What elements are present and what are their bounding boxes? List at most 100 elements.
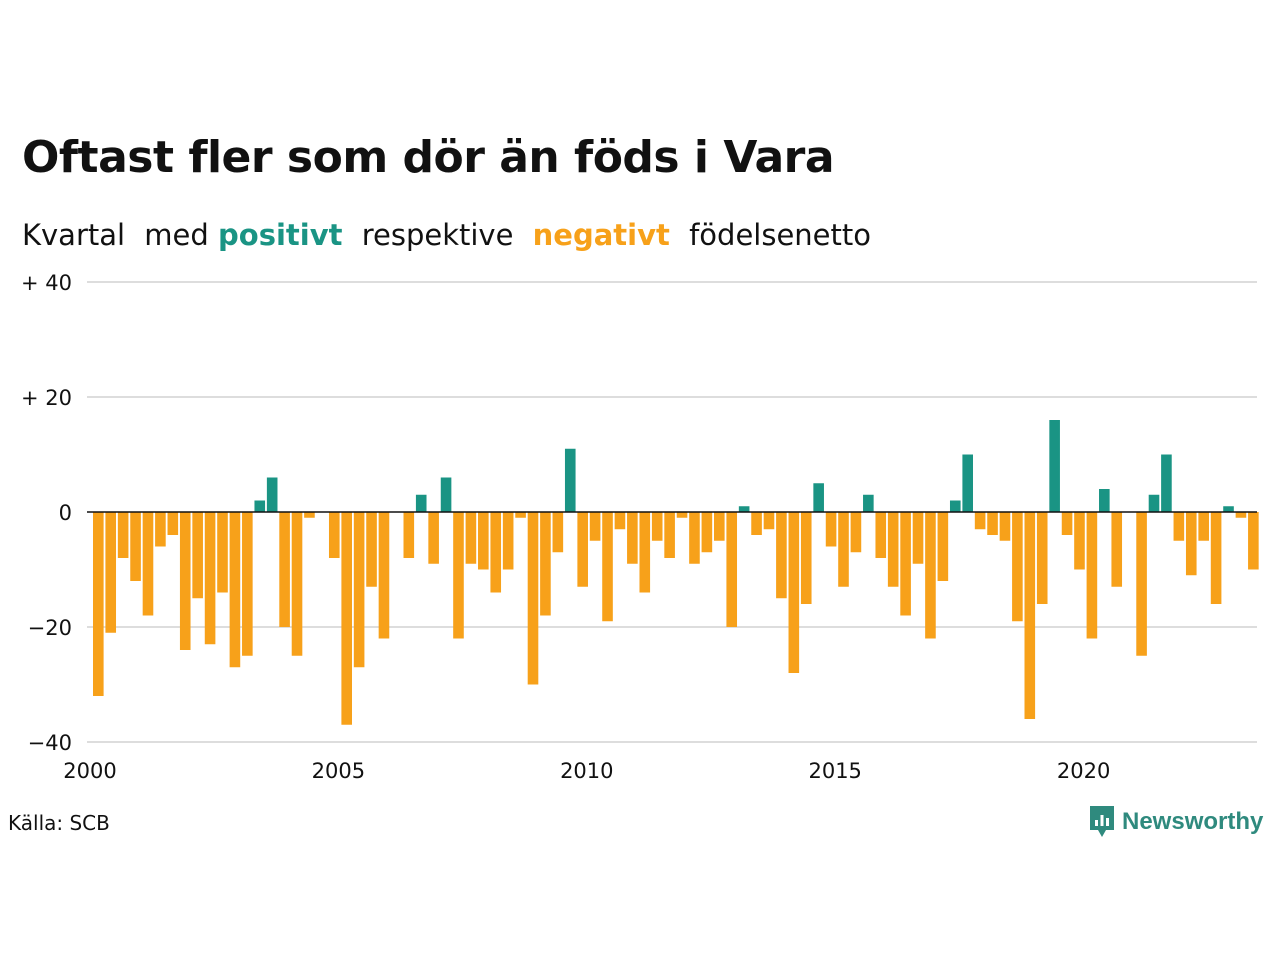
bar (639, 512, 651, 593)
bar (403, 512, 415, 558)
bars (93, 420, 1259, 725)
bar (1012, 512, 1023, 622)
subtitle-negative-label: negativt (532, 218, 670, 252)
bar (763, 512, 775, 530)
bar (341, 512, 352, 725)
brand-name: Newsworthy (1122, 808, 1264, 835)
bar (900, 512, 911, 616)
bar (279, 512, 290, 627)
bar (863, 494, 874, 512)
bar (738, 506, 750, 512)
bar (714, 512, 725, 541)
subtitle-text-kvartal: Kvartal (22, 218, 126, 252)
y-axis: + 40 + 20 0 −20 −40 (21, 271, 72, 755)
bar (142, 512, 154, 616)
bar (564, 448, 576, 512)
bar (1049, 420, 1060, 512)
bar (1148, 494, 1160, 512)
bar (949, 500, 961, 512)
bar (515, 512, 526, 518)
bar (1223, 506, 1234, 512)
bar (155, 512, 166, 547)
bar (105, 512, 117, 633)
bar (825, 512, 837, 547)
bar (130, 512, 141, 581)
bar (776, 512, 787, 599)
bar (527, 512, 539, 685)
bar (925, 512, 936, 639)
bar (490, 512, 502, 593)
bar (291, 512, 303, 656)
bar (552, 512, 564, 553)
x-axis: 2000 2005 2010 2015 2020 (63, 759, 1110, 783)
bar-chart: + 40 + 20 0 −20 −40 2000 2005 2010 2015 2020 (21, 271, 1259, 783)
bar (1235, 512, 1247, 518)
bar (627, 512, 638, 564)
bar (117, 512, 129, 558)
bar (328, 512, 340, 558)
bar (1185, 512, 1197, 576)
subtitle-positive-label: positivt (218, 218, 343, 252)
y-tick-label: 0 (59, 501, 72, 525)
bar (1198, 512, 1209, 541)
bar (378, 512, 390, 639)
bar (962, 454, 973, 512)
bar (1074, 512, 1085, 570)
chart-title: Oftast fler som dör än föds i Vara (22, 132, 835, 183)
bar (751, 512, 762, 535)
bar (366, 512, 377, 587)
bar (254, 500, 266, 512)
bar (465, 512, 477, 564)
bar (242, 512, 253, 656)
bar (478, 512, 489, 570)
y-tick-label: −20 (28, 616, 72, 640)
bar (1111, 512, 1123, 587)
bar (1161, 454, 1172, 512)
bar (788, 512, 800, 673)
x-tick-label: 2015 (808, 759, 861, 783)
subtitle-text-fodelsenetto: födelsenetto (689, 218, 871, 252)
bar (987, 512, 998, 535)
bar (887, 512, 899, 587)
subtitle-text-med: med (144, 218, 209, 252)
bar (453, 512, 464, 639)
bar (440, 477, 452, 512)
bar (428, 512, 439, 564)
bar (204, 512, 216, 645)
source-note: Källa: SCB (8, 811, 110, 835)
bar (726, 512, 738, 627)
bar (192, 512, 203, 599)
bar (602, 512, 613, 622)
bar (415, 494, 427, 512)
x-tick-label: 2005 (312, 759, 365, 783)
bar (999, 512, 1011, 541)
bar (1136, 512, 1147, 656)
bar (179, 512, 191, 650)
bar (217, 512, 228, 593)
bar (937, 512, 949, 581)
bar (93, 512, 104, 696)
bar (304, 512, 315, 518)
bar (800, 512, 812, 604)
bar (266, 477, 278, 512)
bar (614, 512, 626, 530)
brand-logo: Newsworthy (1088, 804, 1263, 840)
y-tick-label: + 20 (21, 386, 72, 410)
bar (651, 512, 663, 541)
bar (701, 512, 713, 553)
subtitle-text-respektive: respektive (361, 218, 514, 252)
bar (1086, 512, 1098, 639)
x-tick-label: 2020 (1057, 759, 1110, 783)
x-tick-label: 2010 (560, 759, 613, 783)
bar (912, 512, 924, 564)
bar (229, 512, 241, 668)
chart-subtitle: Kvartal med positivt respektive negativt… (22, 218, 871, 252)
bar (1036, 512, 1048, 604)
y-tick-label: −40 (28, 731, 72, 755)
bar (589, 512, 601, 541)
bar (1210, 512, 1222, 604)
bar (813, 483, 824, 512)
bar (974, 512, 986, 530)
bar (167, 512, 179, 535)
bar (676, 512, 688, 518)
